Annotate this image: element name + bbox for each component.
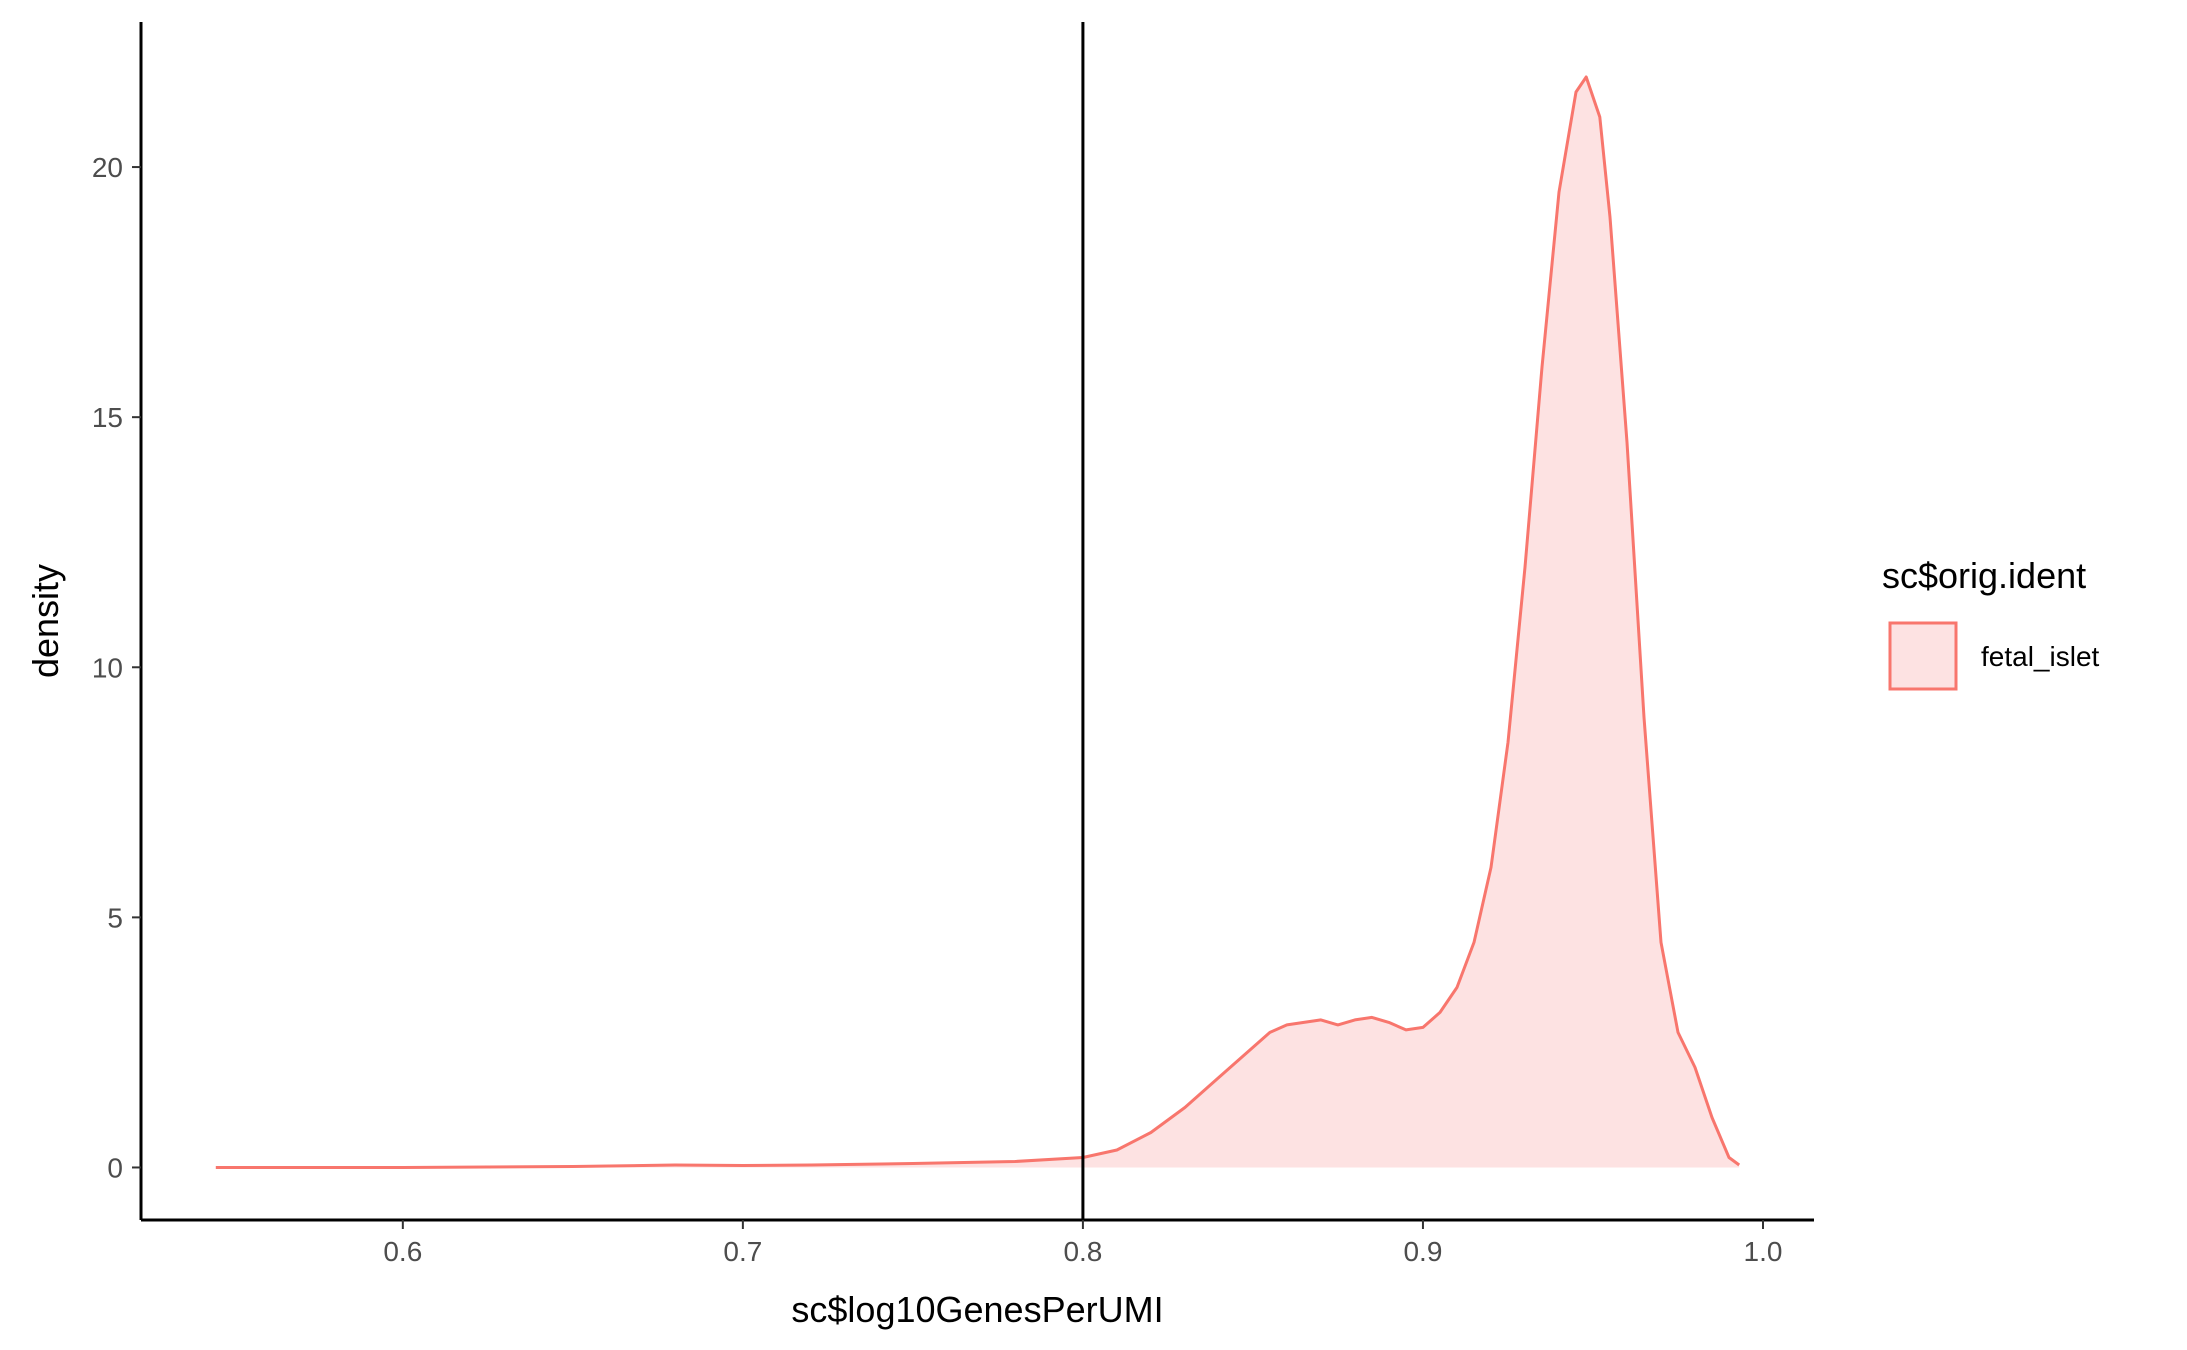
legend-label-fetal-islet: fetal_islet xyxy=(1981,641,2100,672)
axes: 0.6 0.7 0.8 0.9 1.0 0 5 10 15 20 xyxy=(92,22,1814,1267)
density-area-0 xyxy=(215,77,1740,1168)
x-tick-label-2: 0.8 xyxy=(1063,1236,1102,1267)
density-line-0 xyxy=(215,75,1741,1169)
y-tick-label-2: 10 xyxy=(92,652,123,683)
y-axis-title: density xyxy=(25,564,66,678)
legend-title: sc$orig.ident xyxy=(1882,555,2086,596)
y-tick-label-4: 20 xyxy=(92,152,123,183)
plot-area xyxy=(215,22,1741,1220)
x-tick-label-0: 0.6 xyxy=(383,1236,422,1267)
x-tick-label-1: 0.7 xyxy=(723,1236,762,1267)
x-tick-label-3: 0.9 xyxy=(1403,1236,1442,1267)
x-tick-label-4: 1.0 xyxy=(1744,1236,1783,1267)
y-tick-label-1: 5 xyxy=(107,902,123,933)
y-tick-label-0: 0 xyxy=(107,1152,123,1183)
y-tick-label-3: 15 xyxy=(92,402,123,433)
legend: sc$orig.ident fetal_islet xyxy=(1882,555,2100,691)
x-axis-title: sc$log10GenesPerUMI xyxy=(791,1289,1163,1330)
legend-key-fetal-islet xyxy=(1888,621,1958,691)
